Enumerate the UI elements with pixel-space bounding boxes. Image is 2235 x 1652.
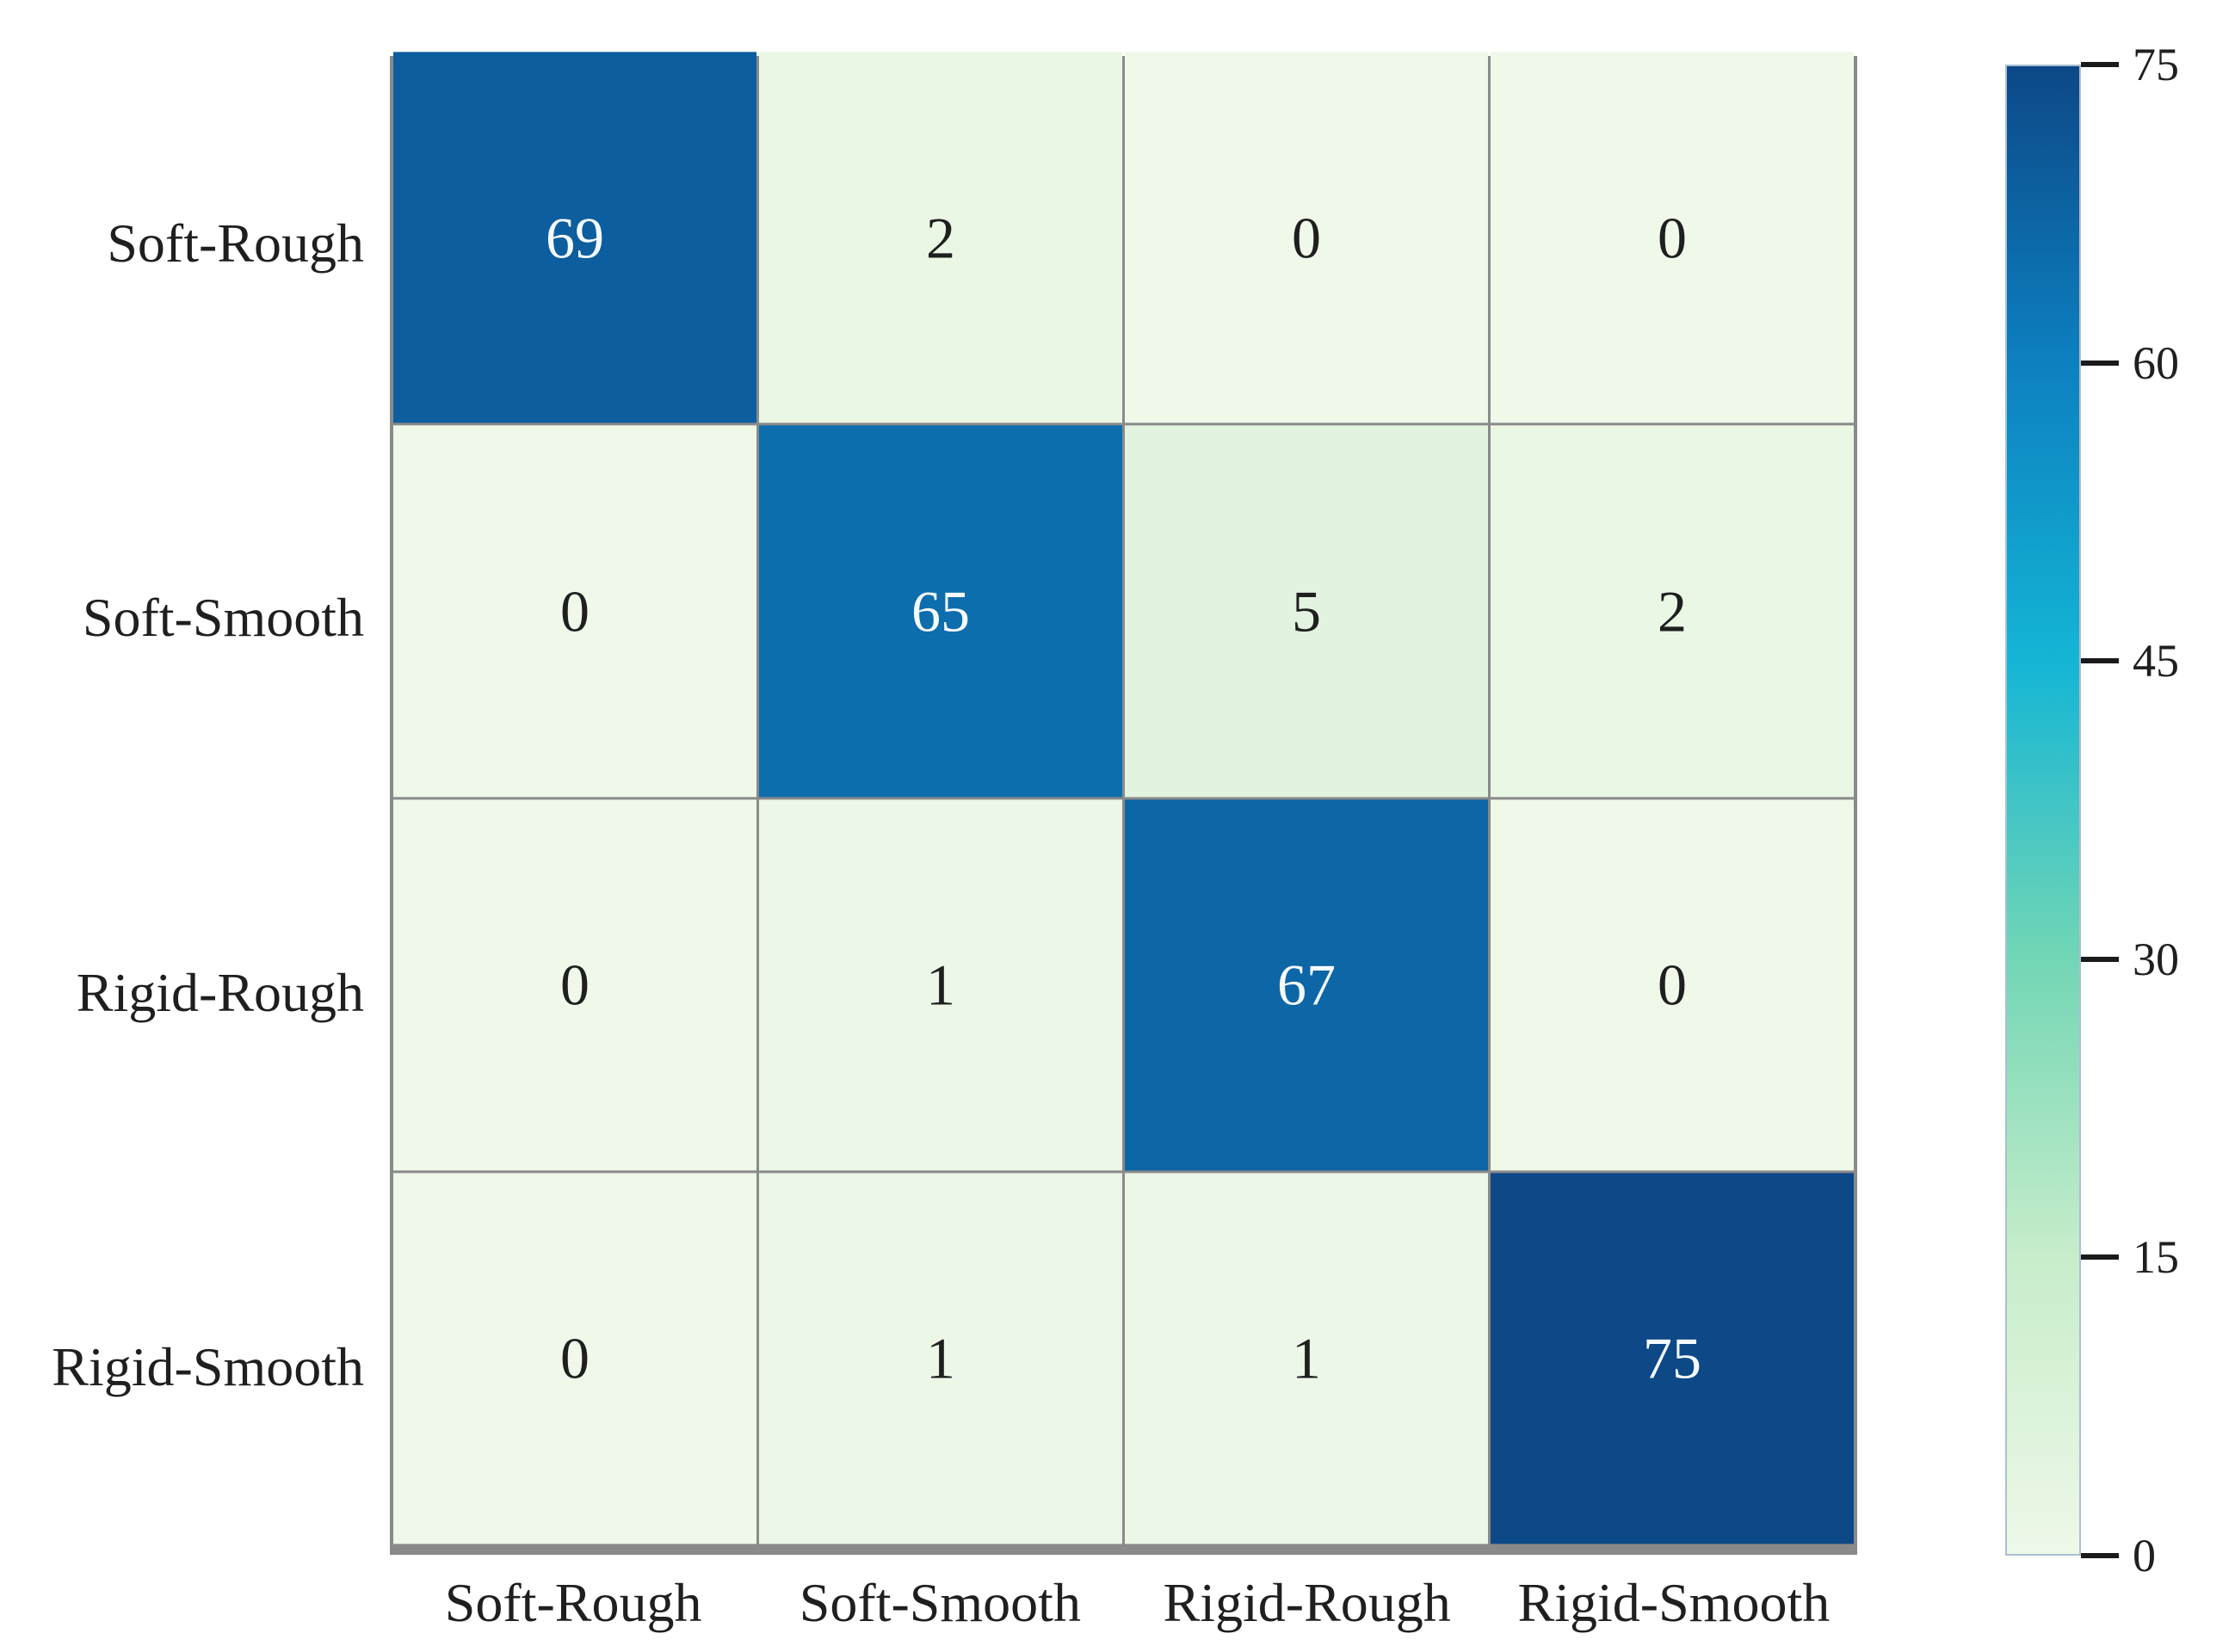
colorbar-tick-label: 60	[2133, 336, 2179, 389]
heatmap-cell: 1	[759, 1173, 1122, 1544]
heatmap-cell: 2	[1491, 425, 1854, 797]
colorbar-tick-label: 75	[2133, 39, 2179, 90]
colorbar-ticks: 75 60 45 30 15 0	[2081, 41, 2235, 1579]
x-axis-label: Soft-Smooth	[799, 1572, 1081, 1633]
colorbar-tick: 0	[2081, 1532, 2156, 1579]
heatmap-cell: 0	[393, 425, 756, 797]
colorbar-gradient	[2005, 65, 2081, 1556]
x-axis-label: Soft-Rough	[444, 1572, 702, 1633]
heatmap-cell: 75	[1491, 1173, 1854, 1544]
colorbar-tick: 15	[2081, 1234, 2179, 1280]
x-axis-label: Rigid-Smooth	[1517, 1572, 1831, 1633]
colorbar-tick-mark	[2081, 1254, 2119, 1261]
heatmap-cell: 2	[759, 52, 1122, 423]
heatmap-cell: 0	[393, 1173, 756, 1544]
colorbar-tick-label: 15	[2133, 1231, 2179, 1284]
y-axis-label: Rigid-Rough	[76, 961, 364, 1023]
heatmap-cell: 1	[1125, 1173, 1488, 1544]
colorbar-tick-label: 30	[2133, 933, 2179, 985]
y-axis-label: Soft-Rough	[107, 212, 364, 274]
colorbar-tick-label: 0	[2133, 1530, 2156, 1581]
heatmap-cell: 5	[1125, 425, 1488, 797]
colorbar-tick-label: 45	[2133, 635, 2179, 687]
colorbar-tick-mark	[2081, 956, 2119, 962]
colorbar-tick-mark	[2081, 658, 2119, 664]
y-axis-labels: Soft-Rough Soft-Smooth Rigid-Rough Rigid-Sm…	[0, 56, 376, 1555]
colorbar-tick-mark	[2081, 360, 2119, 366]
y-axis-label: Rigid-Smooth	[52, 1336, 364, 1398]
colorbar-tick: 30	[2081, 936, 2179, 983]
colorbar-tick: 75	[2081, 41, 2179, 88]
heatmap-cell: 0	[393, 798, 756, 1171]
y-axis-label: Soft-Smooth	[82, 587, 364, 649]
colorbar-tick-mark	[2081, 62, 2119, 67]
x-axis-labels: Soft-Rough Soft-Smooth Rigid-Rough Rigid-Sm…	[390, 1564, 1857, 1642]
heatmap-cell: 65	[759, 425, 1122, 797]
colorbar-tick: 60	[2081, 340, 2179, 386]
heatmap-cell: 69	[393, 52, 756, 423]
heatmap-cell: 0	[1491, 798, 1854, 1171]
heatmap-cell: 1	[759, 798, 1122, 1171]
heatmap-cell: 0	[1491, 52, 1854, 423]
colorbar-tick-mark	[2081, 1553, 2119, 1558]
heatmap-grid: 69 2 0 0 0 65 5 2 0 1 67 0 0 1 1 75	[390, 52, 1857, 1555]
colorbar-tick: 45	[2081, 638, 2179, 684]
heatmap-cell: 0	[1125, 52, 1488, 423]
heatmap-cell: 67	[1125, 798, 1488, 1171]
x-axis-label: Rigid-Rough	[1163, 1572, 1451, 1633]
